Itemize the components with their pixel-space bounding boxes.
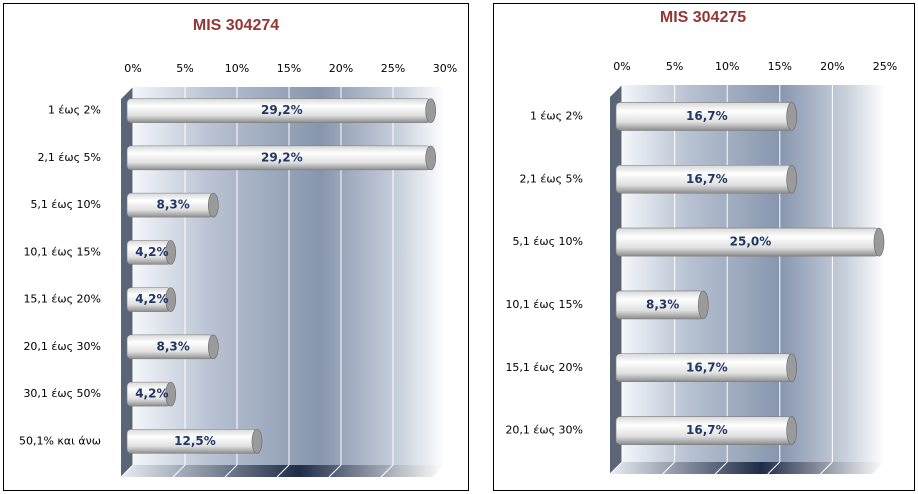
value-label: 16,7% <box>686 172 728 186</box>
category-label: 5,1 έως 10% <box>30 198 101 211</box>
tick-mark <box>767 461 781 475</box>
bar-cap <box>698 290 709 320</box>
tick-mark <box>609 461 623 475</box>
value-label: 12,5% <box>174 434 216 448</box>
tick-mark <box>276 464 290 478</box>
category-label: 20,1 έως 30% <box>23 340 101 353</box>
category-label: 20,1 έως 30% <box>505 424 583 437</box>
tick-mark <box>714 461 728 475</box>
category-label: 50,1% και άνω <box>19 434 101 447</box>
x-tick-label: 25% <box>873 60 897 73</box>
bar-cap <box>786 353 797 383</box>
x-tick-label: 25% <box>381 62 405 75</box>
x-tick-label: 20% <box>329 62 353 75</box>
x-tick-label: 5% <box>666 60 683 73</box>
tick-mark <box>172 464 186 478</box>
plot-background <box>622 85 885 462</box>
value-label: 4,2% <box>135 245 168 259</box>
value-label: 16,7% <box>686 360 728 374</box>
category-label: 5,1 έως 10% <box>512 235 583 248</box>
x-tick-label: 10% <box>715 60 739 73</box>
category-label: 15,1 έως 20% <box>23 293 101 306</box>
category-label: 15,1 έως 20% <box>505 361 583 374</box>
chart-title: MIS 304274 <box>193 17 279 34</box>
category-label: 2,1 έως 5% <box>37 151 101 164</box>
value-label: 16,7% <box>686 423 728 437</box>
chart-title: MIS 304275 <box>660 9 746 26</box>
category-label: 2,1 έως 5% <box>519 172 583 185</box>
category-label: 10,1 έως 15% <box>505 298 583 311</box>
bar-cap <box>251 429 263 454</box>
tick-mark <box>432 464 446 478</box>
x-tick-label: 0% <box>613 60 630 73</box>
value-label: 8,3% <box>646 297 679 311</box>
tick-mark <box>820 461 833 475</box>
tick-mark <box>120 464 134 478</box>
bar-cap <box>425 98 436 123</box>
value-label: 4,2% <box>135 387 168 401</box>
category-label: 1 έως 2% <box>48 104 101 117</box>
bar-cap <box>873 227 885 257</box>
x-tick-label: 30% <box>433 62 457 75</box>
bar-cap <box>786 164 797 194</box>
x-tick-label: 5% <box>176 62 193 75</box>
x-tick-label: 15% <box>768 60 792 73</box>
x-tick-label: 15% <box>277 62 301 75</box>
tick-mark <box>872 461 886 475</box>
bar-cap <box>786 102 797 131</box>
category-label: 10,1 έως 15% <box>23 245 101 258</box>
x-tick-label: 0% <box>124 62 141 75</box>
tick-mark <box>328 464 342 478</box>
bar-cap <box>165 240 176 265</box>
bar-cap <box>208 192 219 218</box>
bar-cap <box>165 287 176 312</box>
bar-cap <box>165 381 176 407</box>
value-label: 29,2% <box>261 150 303 164</box>
side-wall <box>121 87 133 477</box>
value-label: 8,3% <box>157 198 190 212</box>
value-label: 25,0% <box>730 235 772 249</box>
bar-cap <box>425 145 436 171</box>
value-label: 4,2% <box>135 292 168 306</box>
value-label: 16,7% <box>686 109 728 123</box>
floor <box>610 462 885 474</box>
value-label: 8,3% <box>157 339 190 353</box>
x-tick-label: 20% <box>820 60 844 73</box>
bar-cap <box>208 334 219 360</box>
bar-cap <box>786 416 797 445</box>
x-tick-label: 10% <box>225 62 249 75</box>
category-label: 30,1 έως 50% <box>23 387 101 400</box>
side-wall <box>610 85 622 474</box>
value-label: 29,2% <box>261 103 303 117</box>
tick-mark <box>224 464 238 478</box>
tick-mark <box>662 461 675 475</box>
tick-mark <box>380 464 394 478</box>
category-label: 1 έως 2% <box>530 109 583 122</box>
